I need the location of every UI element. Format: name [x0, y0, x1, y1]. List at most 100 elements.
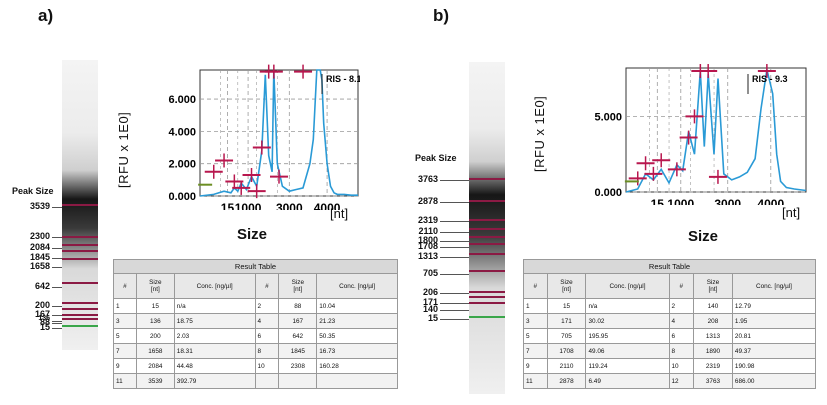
- table-row: 3 136 18.75 4 167 21.23: [113, 313, 398, 329]
- electropherogram-a: 0.000 2.000 4.000 6.000 15 1000 3000 4000 RIS - …: [168, 64, 360, 210]
- peak-leader-line: [440, 180, 469, 181]
- peak-leader-line: [440, 319, 469, 320]
- y-tick-label: 0.000: [168, 191, 196, 203]
- column-header: Conc. [ng/µl]: [316, 273, 398, 299]
- y-axis-label-b: [RFU x 1E0]: [532, 95, 547, 172]
- peak-leader-line: [52, 315, 62, 316]
- gel-band: [62, 314, 98, 316]
- table-cell: 30.02: [585, 313, 670, 329]
- table-cell: 7: [523, 343, 548, 359]
- table-cell: 2.03: [173, 328, 256, 344]
- peak-leader-line: [52, 328, 62, 329]
- peak-leader-line: [440, 293, 469, 294]
- table-cell: 3: [523, 313, 548, 329]
- peak-marker: [242, 168, 261, 182]
- peak-label: 705: [422, 268, 438, 278]
- x-tick-label: 1000: [235, 201, 262, 210]
- gel-band: [62, 325, 98, 327]
- column-header: #: [113, 273, 137, 299]
- peak-label: 2300: [29, 231, 50, 241]
- x-tick-label: 4000: [314, 201, 341, 210]
- peak-label: 167: [34, 309, 50, 319]
- table-row: 5 705 195.95 6 1313 20.81: [523, 328, 817, 344]
- peak-leader-line: [440, 247, 469, 248]
- table-cell: 2084: [135, 358, 175, 374]
- x-axis-title-a: Size: [237, 226, 268, 243]
- peak-leader-line: [52, 258, 62, 259]
- table-row: 1 15 n/a 2 88 10.04: [113, 298, 398, 314]
- table-row: 9 2110 119.24 10 2319 190.98: [523, 358, 817, 374]
- peak-marker: [225, 174, 244, 189]
- table-row: 11 3539 392.79: [113, 373, 398, 389]
- column-header: #: [523, 273, 548, 299]
- gel-band: [469, 200, 505, 202]
- peak-marker: [294, 64, 313, 79]
- table-cell: 44.48: [173, 358, 256, 374]
- peak-marker: [247, 184, 266, 199]
- table-cell: 119.24: [585, 358, 670, 374]
- table-cell: 49.37: [731, 343, 817, 359]
- table-cell: 1313: [693, 328, 733, 344]
- table-cell: 3: [113, 313, 137, 329]
- table-cell: 705: [546, 328, 587, 344]
- peak-marker: [232, 180, 251, 195]
- peak-leader-line: [52, 323, 62, 324]
- peak-label: 1313: [417, 251, 438, 261]
- table-cell: 15: [135, 298, 175, 314]
- column-header: Size [nt]: [693, 273, 733, 299]
- gel-band: [469, 253, 505, 255]
- table-cell: 9: [523, 358, 548, 374]
- peak-marker: [636, 156, 655, 171]
- table-cell: 50.35: [316, 328, 398, 344]
- peak-leader-line: [440, 310, 469, 311]
- table-row: 5 200 2.03 6 642 50.35: [113, 328, 398, 344]
- gel-band: [469, 243, 505, 245]
- peak-leader-line: [440, 303, 469, 304]
- table-cell: 190.98: [731, 358, 817, 374]
- table-cell: 49.06: [585, 343, 670, 359]
- peak-label: 2878: [417, 196, 438, 206]
- y-tick-label: 5.000: [594, 111, 622, 123]
- table-cell: 3539: [135, 373, 175, 389]
- column-header: #: [254, 273, 280, 299]
- table-cell: 171: [546, 313, 587, 329]
- x-axis-unit-b: [nt]: [782, 205, 801, 220]
- table-cell: 5: [113, 328, 137, 344]
- peak-leader-line: [52, 207, 62, 208]
- x-tick-label: 4000: [757, 197, 784, 205]
- gel-band: [469, 219, 505, 221]
- peak-marker: [699, 64, 718, 79]
- peak-leader-line: [440, 232, 469, 233]
- peak-marker: [679, 130, 698, 145]
- result-table-a: Result Table # Size [nt] Conc. [ng/µl] # Size…: [113, 259, 398, 389]
- table-cell: 11: [523, 373, 548, 389]
- column-header: #: [668, 273, 695, 299]
- peak-label: 140: [422, 304, 438, 314]
- table-row: 9 2084 44.48 10 2308 160.28: [113, 358, 398, 374]
- table-cell: 12.79: [731, 298, 817, 314]
- table-cell: n/a: [585, 298, 670, 314]
- table-cell: 3763: [693, 373, 733, 389]
- y-tick-label: 6.000: [168, 94, 196, 106]
- x-tick-label: 3000: [276, 201, 303, 210]
- peak-leader-line: [52, 306, 62, 307]
- gel-band: [62, 302, 98, 304]
- electropherogram-b: 0.000 5.000 15 1000 3000 4000 RIS - 9.3: [594, 64, 807, 205]
- table-cell: 4: [254, 313, 280, 329]
- table-cell: 2: [668, 298, 695, 314]
- peak-leader-line: [440, 274, 469, 275]
- peak-label: 3539: [29, 201, 50, 211]
- peak-label: 136: [38, 315, 50, 322]
- table-cell: 12: [668, 373, 695, 389]
- column-header: Conc. [ng/µl]: [731, 273, 817, 299]
- table-row: 7 1658 18.31 8 1845 16.73: [113, 343, 398, 359]
- table-cell: 1: [113, 298, 137, 314]
- peak-marker: [667, 162, 686, 177]
- peak-leader-line: [52, 287, 62, 288]
- peak-leader-line: [52, 321, 62, 322]
- peak-marker: [685, 109, 704, 124]
- table-cell: 10: [668, 358, 695, 374]
- peak-label: 3763: [417, 174, 438, 184]
- table-cell: 2: [254, 298, 280, 314]
- y-tick-label: 2.000: [168, 159, 196, 171]
